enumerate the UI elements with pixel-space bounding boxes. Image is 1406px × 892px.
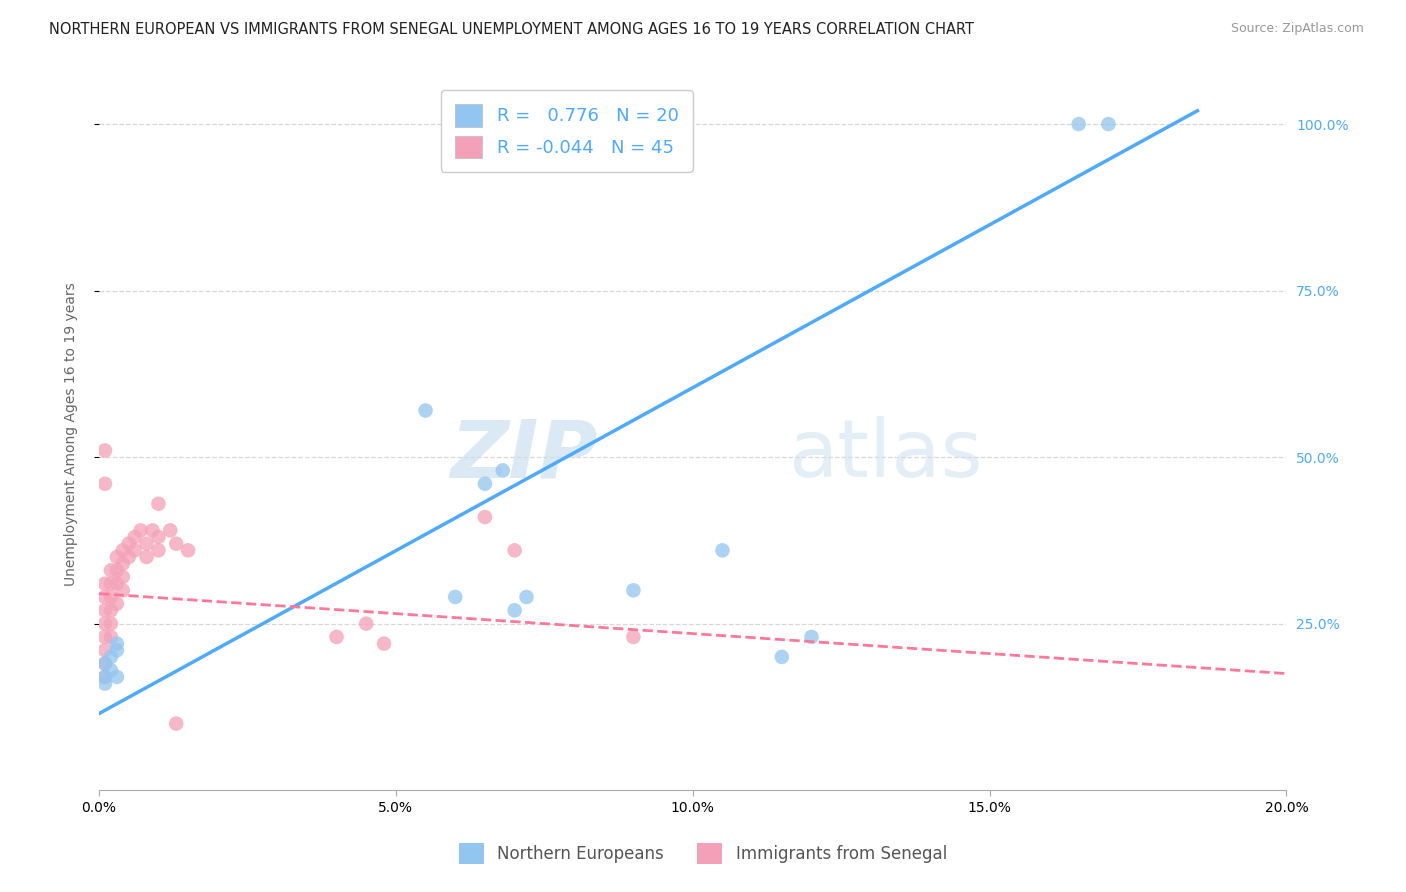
Point (118, 549, 141, 564)
Point (1097, 117, 1119, 131)
Point (105, 670, 128, 684)
Point (129, 524, 152, 538)
Text: NORTHERN EUROPEAN VS IMMIGRANTS FROM SENEGAL UNEMPLOYMENT AMONG AGES 16 TO 19 YE: NORTHERN EUROPEAN VS IMMIGRANTS FROM SEN… (49, 22, 974, 37)
Text: Source: ZipAtlas.com: Source: ZipAtlas.com (1230, 22, 1364, 36)
Text: ZIP: ZIP (450, 417, 598, 494)
Legend: Northern Europeans, Immigrants from Senegal: Northern Europeans, Immigrants from Sene… (453, 837, 953, 871)
Point (105, 597, 128, 611)
Point (94, 616, 117, 631)
Point (124, 530, 146, 544)
Point (373, 637, 395, 651)
Point (148, 543, 170, 558)
Point (148, 497, 170, 511)
Point (94, 443, 117, 458)
Point (1067, 117, 1090, 131)
Point (105, 637, 128, 651)
Point (105, 576, 128, 591)
Point (503, 543, 526, 558)
Point (100, 663, 122, 677)
Point (621, 630, 644, 644)
Point (94, 643, 117, 657)
Point (474, 510, 496, 524)
Text: atlas: atlas (787, 417, 983, 494)
Point (800, 630, 823, 644)
Point (124, 543, 146, 558)
Point (94, 476, 117, 491)
Point (111, 570, 134, 584)
Point (94, 657, 117, 671)
Point (111, 583, 134, 598)
Point (492, 463, 515, 477)
Point (503, 603, 526, 617)
Point (165, 716, 187, 731)
Point (118, 537, 141, 551)
Point (515, 590, 537, 604)
Point (94, 670, 117, 684)
Point (100, 649, 122, 664)
Point (135, 537, 157, 551)
Point (94, 590, 117, 604)
Point (105, 563, 128, 577)
Point (111, 543, 134, 558)
Point (100, 603, 122, 617)
Point (105, 643, 128, 657)
Point (94, 670, 117, 684)
Y-axis label: Unemployment Among Ages 16 to 19 years: Unemployment Among Ages 16 to 19 years (65, 282, 79, 586)
Point (100, 590, 122, 604)
Point (100, 616, 122, 631)
Point (354, 616, 377, 631)
Point (135, 549, 157, 564)
Point (159, 524, 181, 538)
Point (94, 576, 117, 591)
Point (94, 603, 117, 617)
Point (94, 630, 117, 644)
Point (100, 576, 122, 591)
Point (165, 537, 187, 551)
Point (474, 476, 496, 491)
Point (621, 583, 644, 598)
Point (325, 630, 347, 644)
Point (105, 549, 128, 564)
Point (111, 557, 134, 571)
Point (444, 590, 467, 604)
Point (94, 676, 117, 690)
Point (100, 630, 122, 644)
Point (141, 524, 163, 538)
Point (770, 649, 793, 664)
Point (100, 563, 122, 577)
Point (415, 403, 437, 417)
Legend: R =   0.776   N = 20, R = -0.044   N = 45: R = 0.776 N = 20, R = -0.044 N = 45 (440, 90, 693, 172)
Point (148, 530, 170, 544)
Point (177, 543, 200, 558)
Point (94, 657, 117, 671)
Point (711, 543, 734, 558)
